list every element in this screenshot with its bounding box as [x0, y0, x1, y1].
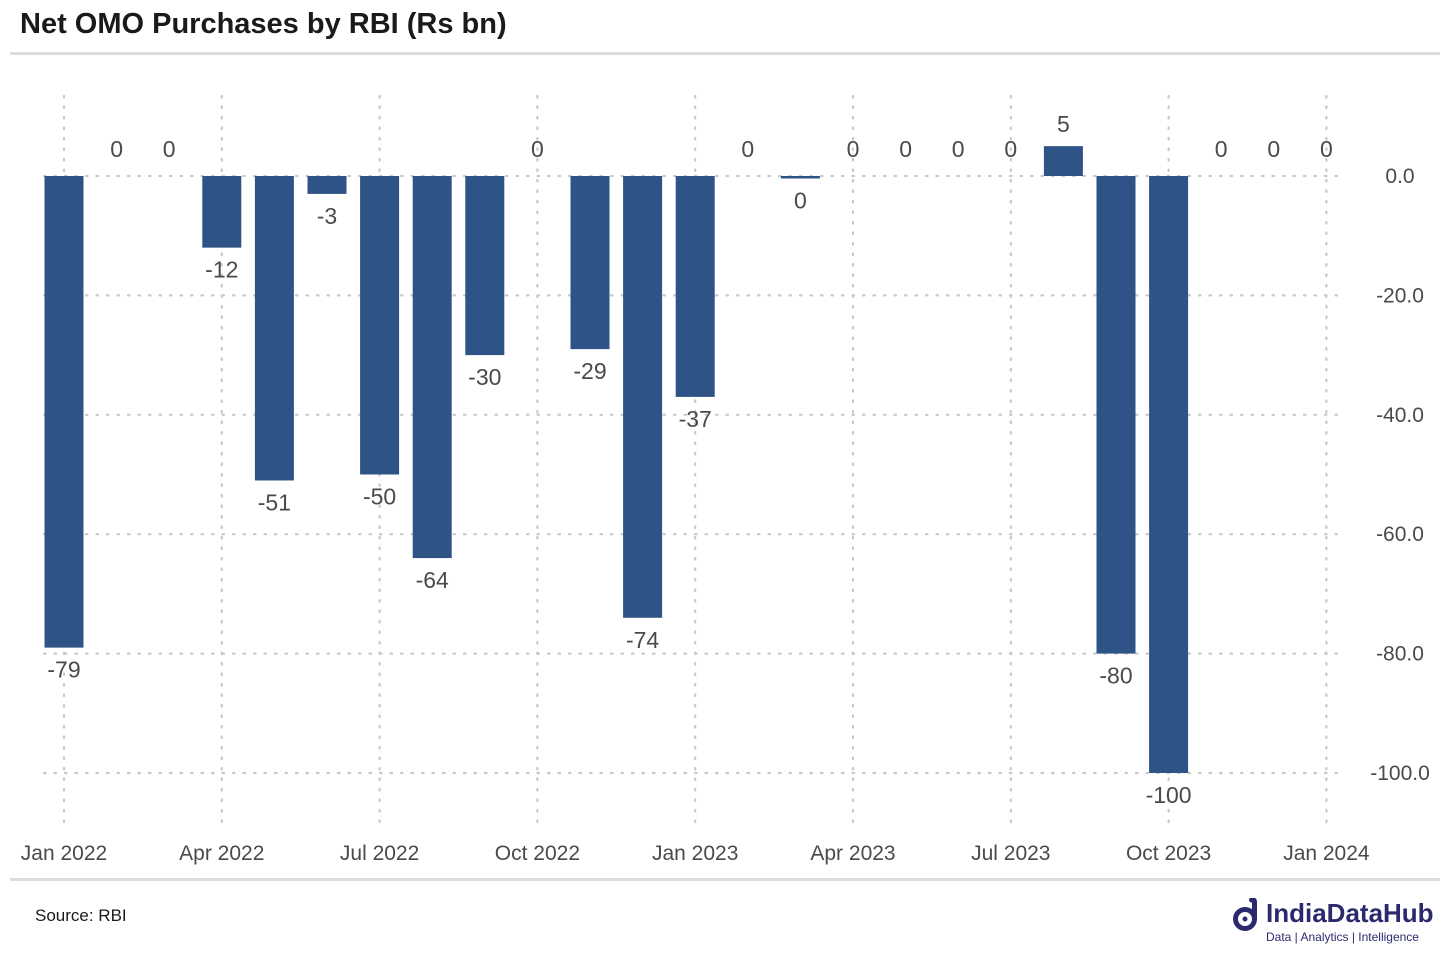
- bar: [412, 176, 452, 559]
- chart-title: Net OMO Purchases by RBI (Rs bn): [20, 8, 507, 40]
- bar-value-label: -80: [1099, 663, 1132, 689]
- bottom-divider: [10, 878, 1440, 881]
- bar: [570, 176, 610, 350]
- brand-logo-icon: [1233, 898, 1257, 931]
- bar-value-label: -29: [573, 358, 606, 384]
- x-tick-label: Jan 2024: [1283, 842, 1370, 865]
- bar-value-label: -64: [416, 567, 449, 593]
- x-tick-label: Jan 2022: [21, 842, 107, 865]
- bar-value-label: 0: [110, 136, 123, 162]
- x-tick-label: Jul 2023: [971, 842, 1050, 865]
- y-axis-ticks: 0.0 -20.0 -40.0 -60.0 -80.0 -100.0: [1370, 165, 1430, 785]
- x-tick-label: Jul 2022: [340, 842, 419, 865]
- x-axis-ticks: Jan 2022 Apr 2022 Jul 2022 Oct 2022 Jan 2023…: [21, 842, 1370, 865]
- brand-logo: IndiaDataHub Data | Analytics | Intellig…: [1232, 896, 1442, 948]
- bar-value-label: 0: [899, 136, 912, 162]
- x-tick-label: Apr 2022: [179, 842, 264, 865]
- source-note: Source: RBI: [35, 906, 127, 925]
- bar-value-label: -12: [205, 257, 238, 283]
- y-tick-label: -80.0: [1376, 643, 1424, 666]
- bar: [623, 176, 663, 618]
- x-tick-label: Apr 2023: [810, 842, 895, 865]
- bar-value-label: 0: [1004, 136, 1017, 162]
- bar: [360, 176, 400, 475]
- bars: [44, 146, 1189, 773]
- bar-value-label: 0: [1320, 136, 1333, 162]
- y-tick-label: 0.0: [1385, 165, 1414, 188]
- y-tick-label: -100.0: [1370, 762, 1430, 785]
- top-divider: [10, 52, 1440, 55]
- y-tick-label: -40.0: [1376, 404, 1424, 427]
- bar: [780, 176, 820, 179]
- brand-tagline: Data | Analytics | Intelligence: [1266, 930, 1419, 944]
- bar-value-label: 0: [741, 136, 754, 162]
- bar: [675, 176, 715, 397]
- data-labels: -79 0 0 -12 -51 -3 -50 -64 -30 0 -29 -74 -37 0 0 0 0 0 0 5 -…: [47, 111, 1332, 808]
- bar-value-label: -79: [47, 657, 80, 683]
- bar-value-label: -37: [679, 406, 712, 432]
- bar-value-label: -3: [317, 203, 337, 229]
- bar-value-label: 0: [163, 136, 176, 162]
- bar: [307, 176, 347, 194]
- bar-value-label: 0: [531, 136, 544, 162]
- bar-value-label: -50: [363, 484, 396, 510]
- bar: [465, 176, 505, 356]
- bar-value-label: 0: [1267, 136, 1280, 162]
- bar-value-label: -30: [468, 364, 501, 390]
- y-tick-label: -60.0: [1376, 523, 1424, 546]
- bar-value-label: -74: [626, 627, 659, 653]
- bar-value-label: 0: [1215, 136, 1228, 162]
- bar: [202, 176, 242, 248]
- brand-name: IndiaDataHub: [1266, 898, 1434, 928]
- bar: [254, 176, 294, 481]
- x-tick-label: Oct 2022: [495, 842, 580, 865]
- bar-value-label: 0: [952, 136, 965, 162]
- bar-value-label: -100: [1146, 782, 1192, 808]
- x-tick-label: Jan 2023: [652, 842, 738, 865]
- bar: [44, 176, 84, 648]
- bar-chart: -79 0 0 -12 -51 -3 -50 -64 -30 0 -29 -74 -37 0 0 0 0 0 0 5 -…: [21, 94, 1430, 865]
- y-tick-label: -20.0: [1376, 284, 1424, 307]
- bar-value-label: -51: [258, 489, 291, 515]
- bar: [1149, 176, 1189, 773]
- bar: [1096, 176, 1136, 654]
- bar: [1043, 146, 1083, 176]
- bar-value-label: 0: [847, 136, 860, 162]
- bar-value-label: 0: [794, 188, 807, 214]
- bar-value-label: 5: [1057, 111, 1070, 137]
- x-tick-label: Oct 2023: [1126, 842, 1211, 865]
